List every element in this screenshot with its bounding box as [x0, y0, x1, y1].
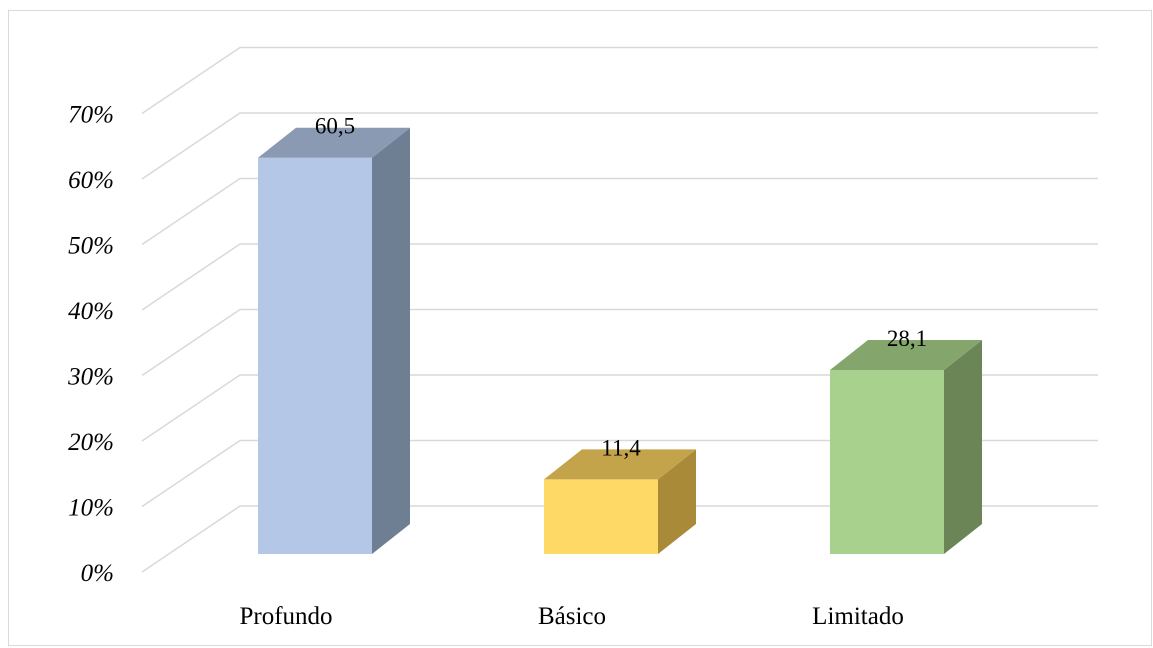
gridline	[141, 243, 1098, 311]
gridline	[141, 46, 1098, 115]
bar-side-face	[372, 127, 410, 554]
bar-top-face	[544, 449, 696, 480]
y-tick-label: 10%	[68, 495, 114, 522]
y-tick-label: 20%	[68, 429, 114, 456]
data-label: 11,4	[601, 435, 641, 460]
category-label: Básico	[538, 603, 606, 630]
y-axis-ticks: 0% 10% 20% 30% 40% 50% 60% 70%	[67, 102, 114, 588]
data-label: 28,1	[887, 326, 927, 351]
gridline	[141, 112, 1098, 180]
chart-frame	[8, 10, 1152, 646]
bar-side-face	[944, 339, 982, 554]
bars	[258, 127, 982, 554]
bar-profundo	[258, 127, 410, 554]
y-tick-label: 40%	[68, 298, 114, 325]
bar-top-face	[830, 339, 982, 370]
gridline	[141, 505, 1098, 573]
bar-front-face	[544, 479, 658, 554]
y-tick-label: 50%	[68, 233, 114, 260]
gridlines	[141, 46, 1098, 573]
bar-side-face	[658, 449, 696, 554]
gridline	[141, 177, 1098, 246]
y-tick-label: 60%	[68, 167, 114, 194]
category-label: Profundo	[239, 603, 332, 630]
bar-limitado	[830, 339, 982, 554]
data-label: 60,5	[315, 114, 355, 139]
bar-top-face	[258, 127, 410, 158]
y-tick-label: 30%	[67, 364, 114, 391]
y-tick-label: 70%	[68, 102, 114, 129]
x-axis-categories: Profundo Básico Limitado	[239, 603, 903, 630]
data-labels: 60,5 11,4 28,1	[315, 114, 927, 461]
bar-básico	[544, 449, 696, 554]
bar-front-face	[830, 369, 944, 554]
gridline	[141, 374, 1098, 442]
gridline	[141, 308, 1098, 377]
gridline	[141, 439, 1098, 508]
bar-front-face	[258, 157, 372, 554]
category-label: Limitado	[812, 603, 904, 630]
y-tick-label: 0%	[81, 560, 114, 587]
